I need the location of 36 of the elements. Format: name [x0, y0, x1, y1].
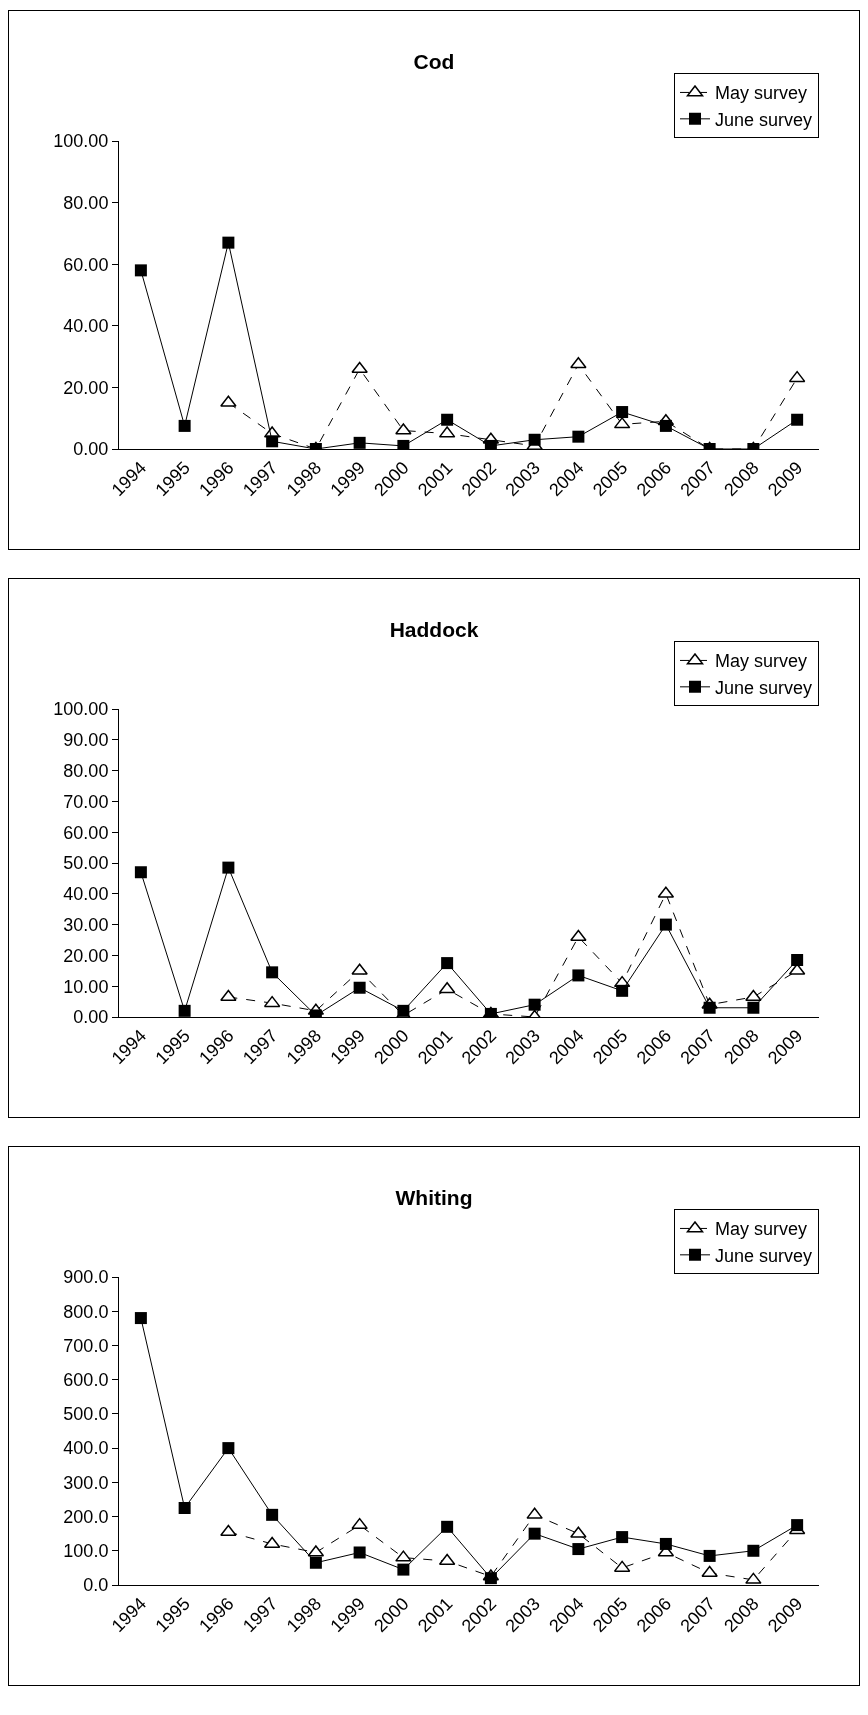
y-tick-label: 80.00: [63, 760, 109, 781]
y-tick-label: 70.00: [63, 791, 109, 812]
y-tick-label: 40.00: [63, 884, 109, 905]
chart-title: Whiting: [395, 1185, 473, 1209]
y-tick-label: 60.00: [63, 822, 109, 843]
y-tick-label: 0.0: [83, 1575, 109, 1596]
legend-label: June survey: [715, 1245, 813, 1266]
y-tick-label: 90.00: [63, 730, 109, 751]
y-tick-label: 30.00: [63, 914, 109, 935]
y-tick-label: 40.00: [63, 316, 109, 337]
y-tick-label: 10.00: [63, 976, 109, 997]
y-tick-label: 60.00: [63, 254, 109, 275]
y-tick-label: 700.0: [63, 1335, 109, 1356]
y-tick-label: 200.0: [63, 1506, 109, 1527]
chart-title: Cod: [413, 49, 455, 73]
chart-title: Haddock: [389, 617, 479, 641]
y-tick-label: 50.00: [63, 853, 109, 874]
y-tick-label: 100.00: [53, 699, 109, 720]
y-tick-label: 100.00: [53, 131, 109, 152]
y-tick-label: 800.0: [63, 1301, 109, 1322]
y-tick-label: 600.0: [63, 1369, 109, 1390]
y-tick-label: 20.00: [63, 377, 109, 398]
y-tick-label: 20.00: [63, 945, 109, 966]
y-tick-label: 500.0: [63, 1404, 109, 1425]
y-tick-label: 100.0: [63, 1541, 109, 1562]
legend-label: June survey: [715, 109, 813, 130]
y-tick-label: 80.00: [63, 192, 109, 213]
y-tick-label: 900.0: [63, 1267, 109, 1288]
legend-label: May survey: [715, 651, 808, 672]
legend-label: May survey: [715, 1219, 808, 1240]
y-tick-label: 0.00: [73, 439, 109, 460]
y-tick-label: 400.0: [63, 1438, 109, 1459]
y-tick-label: 300.0: [63, 1472, 109, 1493]
legend-label: May survey: [715, 83, 808, 104]
y-tick-label: 0.00: [73, 1007, 109, 1028]
legend-label: June survey: [715, 677, 813, 698]
